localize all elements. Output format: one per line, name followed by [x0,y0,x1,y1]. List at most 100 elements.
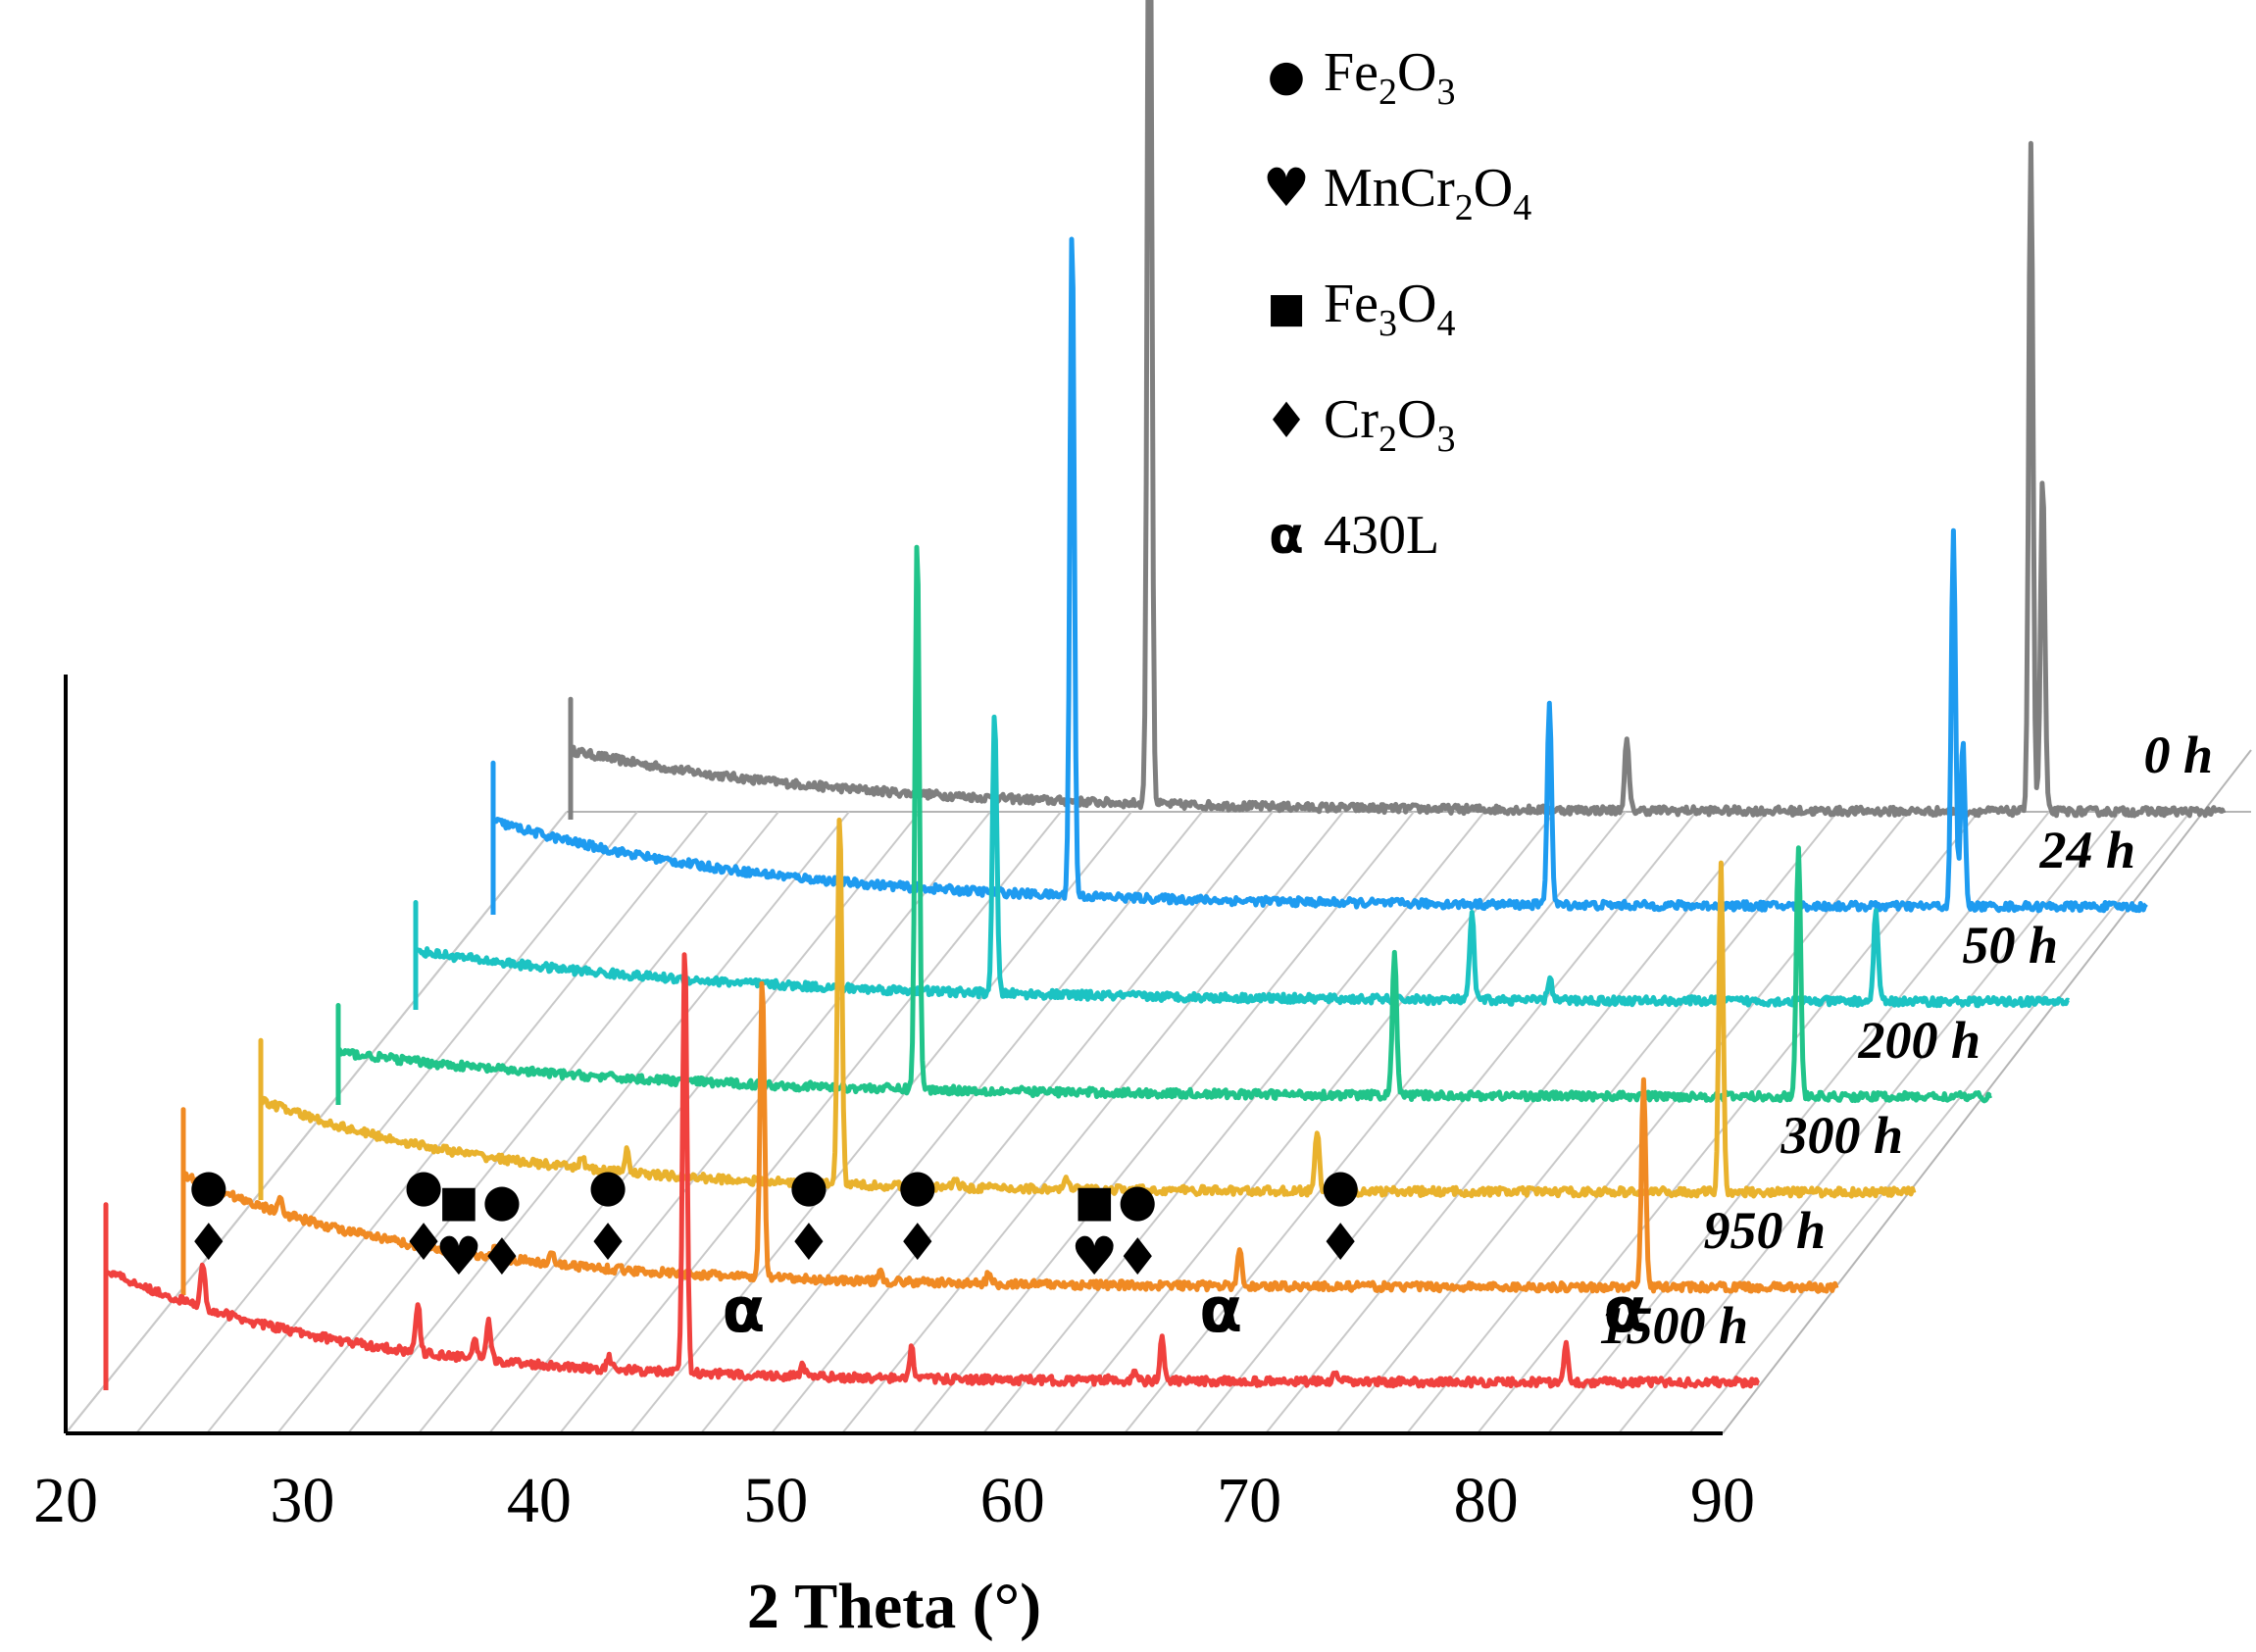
phase-marker-group: ●♦ [786,1159,832,1273]
series-label-1500-h: 1500 h [1599,1296,1748,1355]
x-tick-label: 40 [507,1465,572,1536]
grid-hatch-line [135,811,638,1434]
legend-label: 430L [1324,505,1439,566]
legend-symbol: ♥ [1263,157,1310,219]
legend-item-fe3o4: ■ Fe3O4 [1267,274,1455,344]
series-label-950-h: 950 h [1703,1201,1826,1260]
series-line-200-h [335,544,1993,1105]
grid-hatch-line [65,811,568,1434]
phase-marker-group: ●♦ [894,1159,940,1273]
legend-label: Fe2O3 [1324,42,1455,113]
phase-annotations: ●♦●♦■♥●♦●♦α●♦●♦■♥●♦α●♦α [185,1159,1646,1347]
grid-hatch-line [1406,811,1909,1434]
axes [64,675,1723,1435]
cr2o3-marker: ♦ [1115,1228,1161,1287]
alpha-430l-marker: α [1603,1275,1646,1347]
series-line-950-h [180,980,1839,1295]
legend-item-mncr2o4: ♥ MnCr2O4 [1263,157,1531,228]
phase-marker-group: α [1199,1275,1242,1347]
legend-label: Cr2O3 [1324,389,1455,460]
series-line-24-h [490,236,2148,915]
fe2o3-marker: ● [898,1159,937,1212]
fe2o3-marker: ● [482,1174,522,1226]
cr2o3-marker: ♦ [185,1214,231,1273]
x-tick-labels: 20 30 40 50 60 70 80 90 [33,1465,1755,1536]
x-tick-label: 30 [270,1465,334,1536]
phase-marker-group: ●♦ [401,1159,447,1273]
fe3o4-marker: ■ [1074,1176,1115,1226]
x-tick-label: 70 [1217,1465,1281,1536]
grid-hatch-line [841,811,1344,1434]
phase-marker-group: ■♥●♦ [1071,1174,1161,1287]
grid-hatch-line [982,811,1485,1434]
grid-hatch-line [700,811,1203,1434]
phase-marker-group: ■♥●♦ [435,1174,526,1287]
x-axis-label: 2 Theta (°) [747,1571,1041,1642]
series-label-24-h: 24 h [2038,821,2135,879]
legend-symbol: ● [1268,51,1305,101]
fe2o3-marker: ● [404,1159,443,1212]
plot-grid [65,749,2252,1434]
alpha-430l-marker: α [722,1275,765,1347]
x-tick-label: 80 [1454,1465,1519,1536]
mncr2o4-marker: ♥ [1071,1226,1118,1287]
series-label-200-h: 200 h [1857,1011,1980,1070]
series-label-300-h: 300 h [1780,1106,1903,1165]
series-labels: 0 h24 h 50 h 200 h 300 h 950 h 1500 h [1599,726,2213,1355]
x-tick-label: 50 [743,1465,808,1536]
fe2o3-marker: ● [189,1159,228,1212]
phase-marker-group: α [1603,1275,1646,1347]
series-line-1500-h [103,952,1761,1390]
grid-hatch-line [1124,811,1627,1434]
x-tick-label: 90 [1690,1465,1755,1536]
series-label-0-h: 0 h [2143,726,2213,784]
grid-hatch-line [1335,811,1838,1434]
fe2o3-marker: ● [1321,1159,1360,1212]
grid-hatch-line [1688,811,2191,1434]
grid-hatch-line [1265,811,1768,1434]
fe3o4-marker: ■ [438,1176,479,1226]
x-tick-label: 20 [33,1465,98,1536]
cr2o3-marker: ♦ [479,1228,526,1287]
grid-hatch-line [347,811,850,1434]
cr2o3-marker: ♦ [401,1214,447,1273]
legend-item-alpha-430l: α 430L [1269,505,1439,566]
legend-symbol: ■ [1267,283,1306,331]
x-tick-label: 60 [980,1465,1045,1536]
alpha-430l-marker: α [1199,1275,1242,1347]
legend-symbol: ♦ [1265,392,1309,449]
cr2o3-marker: ♦ [894,1214,940,1273]
phase-marker-group: α [722,1275,765,1347]
cr2o3-marker: ♦ [585,1214,631,1273]
fe2o3-marker: ● [1118,1174,1157,1226]
fe2o3-marker: ● [588,1159,627,1212]
phase-marker-group: ●♦ [585,1159,631,1273]
series-label-50-h: 50 h [1962,916,2058,975]
legend-symbol: α [1269,507,1304,566]
grid-hatch-line [912,811,1415,1434]
grid-hatch-line [206,811,709,1434]
phase-marker-group: ●♦ [185,1159,231,1273]
legend-label: MnCr2O4 [1324,158,1531,228]
legend-label: Fe3O4 [1324,274,1455,344]
grid-hatch-line [629,811,1132,1434]
grid-hatch-line [1618,811,2121,1434]
grid-hatch-line [1477,811,1980,1434]
grid-hatch-line [1547,811,2050,1434]
grid-hatch-line [771,811,1274,1434]
phase-marker-group: ●♦ [1318,1159,1364,1273]
grid-hatch-line [1194,811,1697,1434]
cr2o3-marker: ♦ [786,1214,832,1273]
series-line-50-h [413,714,2071,1010]
series-lines [103,0,2227,1390]
fe2o3-marker: ● [789,1159,828,1212]
grid-hatch-line [276,811,779,1434]
mncr2o4-marker: ♥ [435,1226,482,1287]
legend-item-fe2o3: ● Fe2O3 [1268,42,1456,113]
grid-hatch-line [559,811,1062,1434]
grid-right-edge [1722,749,2252,1434]
cr2o3-marker: ♦ [1318,1214,1364,1273]
grid-hatch-line [488,811,991,1434]
